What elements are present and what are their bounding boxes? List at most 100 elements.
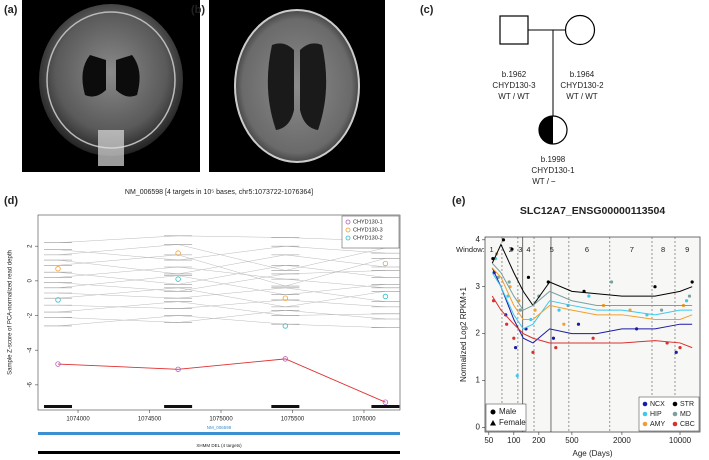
x-tick-label: 2000: [613, 436, 631, 445]
plot-frame: [37, 214, 401, 411]
sample-point: [674, 350, 678, 354]
legend-marker: [642, 401, 648, 407]
call-track: [38, 451, 400, 454]
legend-marker: [345, 227, 351, 233]
legend-label: NCX: [650, 401, 665, 408]
birth: b.1964: [570, 70, 595, 79]
legend-label: CHYD130-1: [353, 219, 383, 225]
legend-label: AMY: [650, 421, 666, 428]
legend-box: [341, 215, 400, 249]
x-tick-label: 50: [484, 436, 493, 445]
legend-marker: [642, 421, 648, 427]
legend-marker: [672, 401, 678, 407]
x-tick-label: 1075500: [281, 417, 305, 423]
window-label: 9: [685, 245, 689, 254]
pedigree: [499, 14, 596, 145]
sample-point: [505, 322, 509, 326]
gene-track-label: NM_006598: [207, 425, 232, 430]
legend-label: CHYD130-2: [353, 235, 383, 241]
sample-point: [562, 322, 566, 326]
y-tick-label: 4: [476, 235, 481, 244]
sample-point: [518, 308, 522, 312]
sample-point: [609, 280, 614, 284]
sample-id: CHYD130-2: [560, 81, 604, 90]
sample-point: [175, 276, 181, 282]
y-tick-label: 0: [28, 279, 34, 283]
y-tick-label: 2: [28, 244, 34, 248]
panel-label: (d): [4, 195, 18, 207]
sample-point: [282, 356, 289, 362]
sample-point: [684, 299, 689, 303]
sample-point: [554, 346, 558, 350]
sample-point: [690, 280, 694, 284]
trend-line: [491, 243, 693, 307]
sample-id: CHYD130-1: [531, 166, 575, 175]
sample-point: [55, 297, 61, 303]
window-title: Window:: [456, 245, 485, 254]
trend-line: [491, 267, 693, 320]
sample-point: [55, 361, 61, 367]
sample-point: [175, 250, 181, 256]
legend-label: Male: [499, 407, 517, 416]
window-label: 1: [489, 245, 493, 254]
call-track-label: XHMM DEL (4 targets): [196, 443, 242, 448]
sample-line: [57, 358, 386, 403]
reference-line: [57, 315, 386, 328]
sample-point: [501, 238, 506, 242]
y-tick-label: 2: [476, 329, 481, 338]
x-tick-label: 1075000: [209, 417, 233, 423]
y-tick-label: 3: [476, 282, 481, 291]
sample-point: [513, 346, 518, 350]
x-tick-label: 1074000: [66, 417, 90, 423]
y-tick-label: -4: [28, 347, 34, 353]
window-label: 4: [526, 245, 530, 254]
reference-line: [57, 270, 386, 292]
gene-track: [38, 432, 400, 435]
panel-label: (a): [4, 4, 18, 16]
x-tick-label: 500: [565, 436, 579, 445]
sample-point: [587, 294, 591, 298]
shape-legend-box: [485, 403, 527, 432]
y-tick-label: -6: [28, 382, 34, 388]
y-tick-label: 0: [476, 422, 481, 431]
target-bar: [371, 405, 400, 408]
reference-line: [57, 244, 386, 271]
legend-marker: [345, 219, 351, 225]
sample-id: CHYD130-3: [492, 81, 536, 90]
panel-label: (e): [452, 195, 466, 207]
deletion: –: [551, 177, 556, 186]
x-tick-label: 100: [507, 436, 521, 445]
sample-point: [282, 295, 289, 301]
trend-line: [491, 262, 693, 311]
trend-line: [491, 272, 693, 330]
legend-marker: [490, 420, 496, 426]
legend-box: [638, 396, 700, 432]
reference-line: [57, 287, 386, 308]
legend-label: STR: [680, 401, 694, 408]
target-bar: [271, 405, 300, 408]
y-tick-label: -2: [28, 312, 34, 318]
trend-line: [491, 267, 693, 344]
panel-label: (b): [191, 4, 205, 16]
sample-point: [659, 308, 664, 312]
x-tick-label: 200: [532, 436, 546, 445]
legend-label: CBC: [680, 421, 695, 428]
mri-coronal: [22, 0, 200, 172]
pedigree-labels: b.1962 CHYD130-3 WT / WT b.1964 CHYD130-…: [492, 70, 604, 186]
sample-point: [382, 260, 389, 267]
genotype: WT / WT: [566, 92, 598, 101]
sample-point: [55, 266, 61, 272]
x-tick-label: 1076000: [352, 417, 376, 423]
target-bar: [44, 405, 73, 408]
sample-point: [175, 366, 181, 372]
reference-line: [57, 254, 386, 287]
birth: b.1962: [502, 70, 527, 79]
reference-line: [57, 301, 386, 316]
legend-label: MD: [680, 411, 691, 418]
legend-label: Female: [499, 418, 526, 427]
sample-point: [687, 294, 692, 298]
window-label: 6: [585, 245, 589, 254]
sample-point: [382, 399, 389, 405]
panel-label: (c): [420, 4, 434, 16]
